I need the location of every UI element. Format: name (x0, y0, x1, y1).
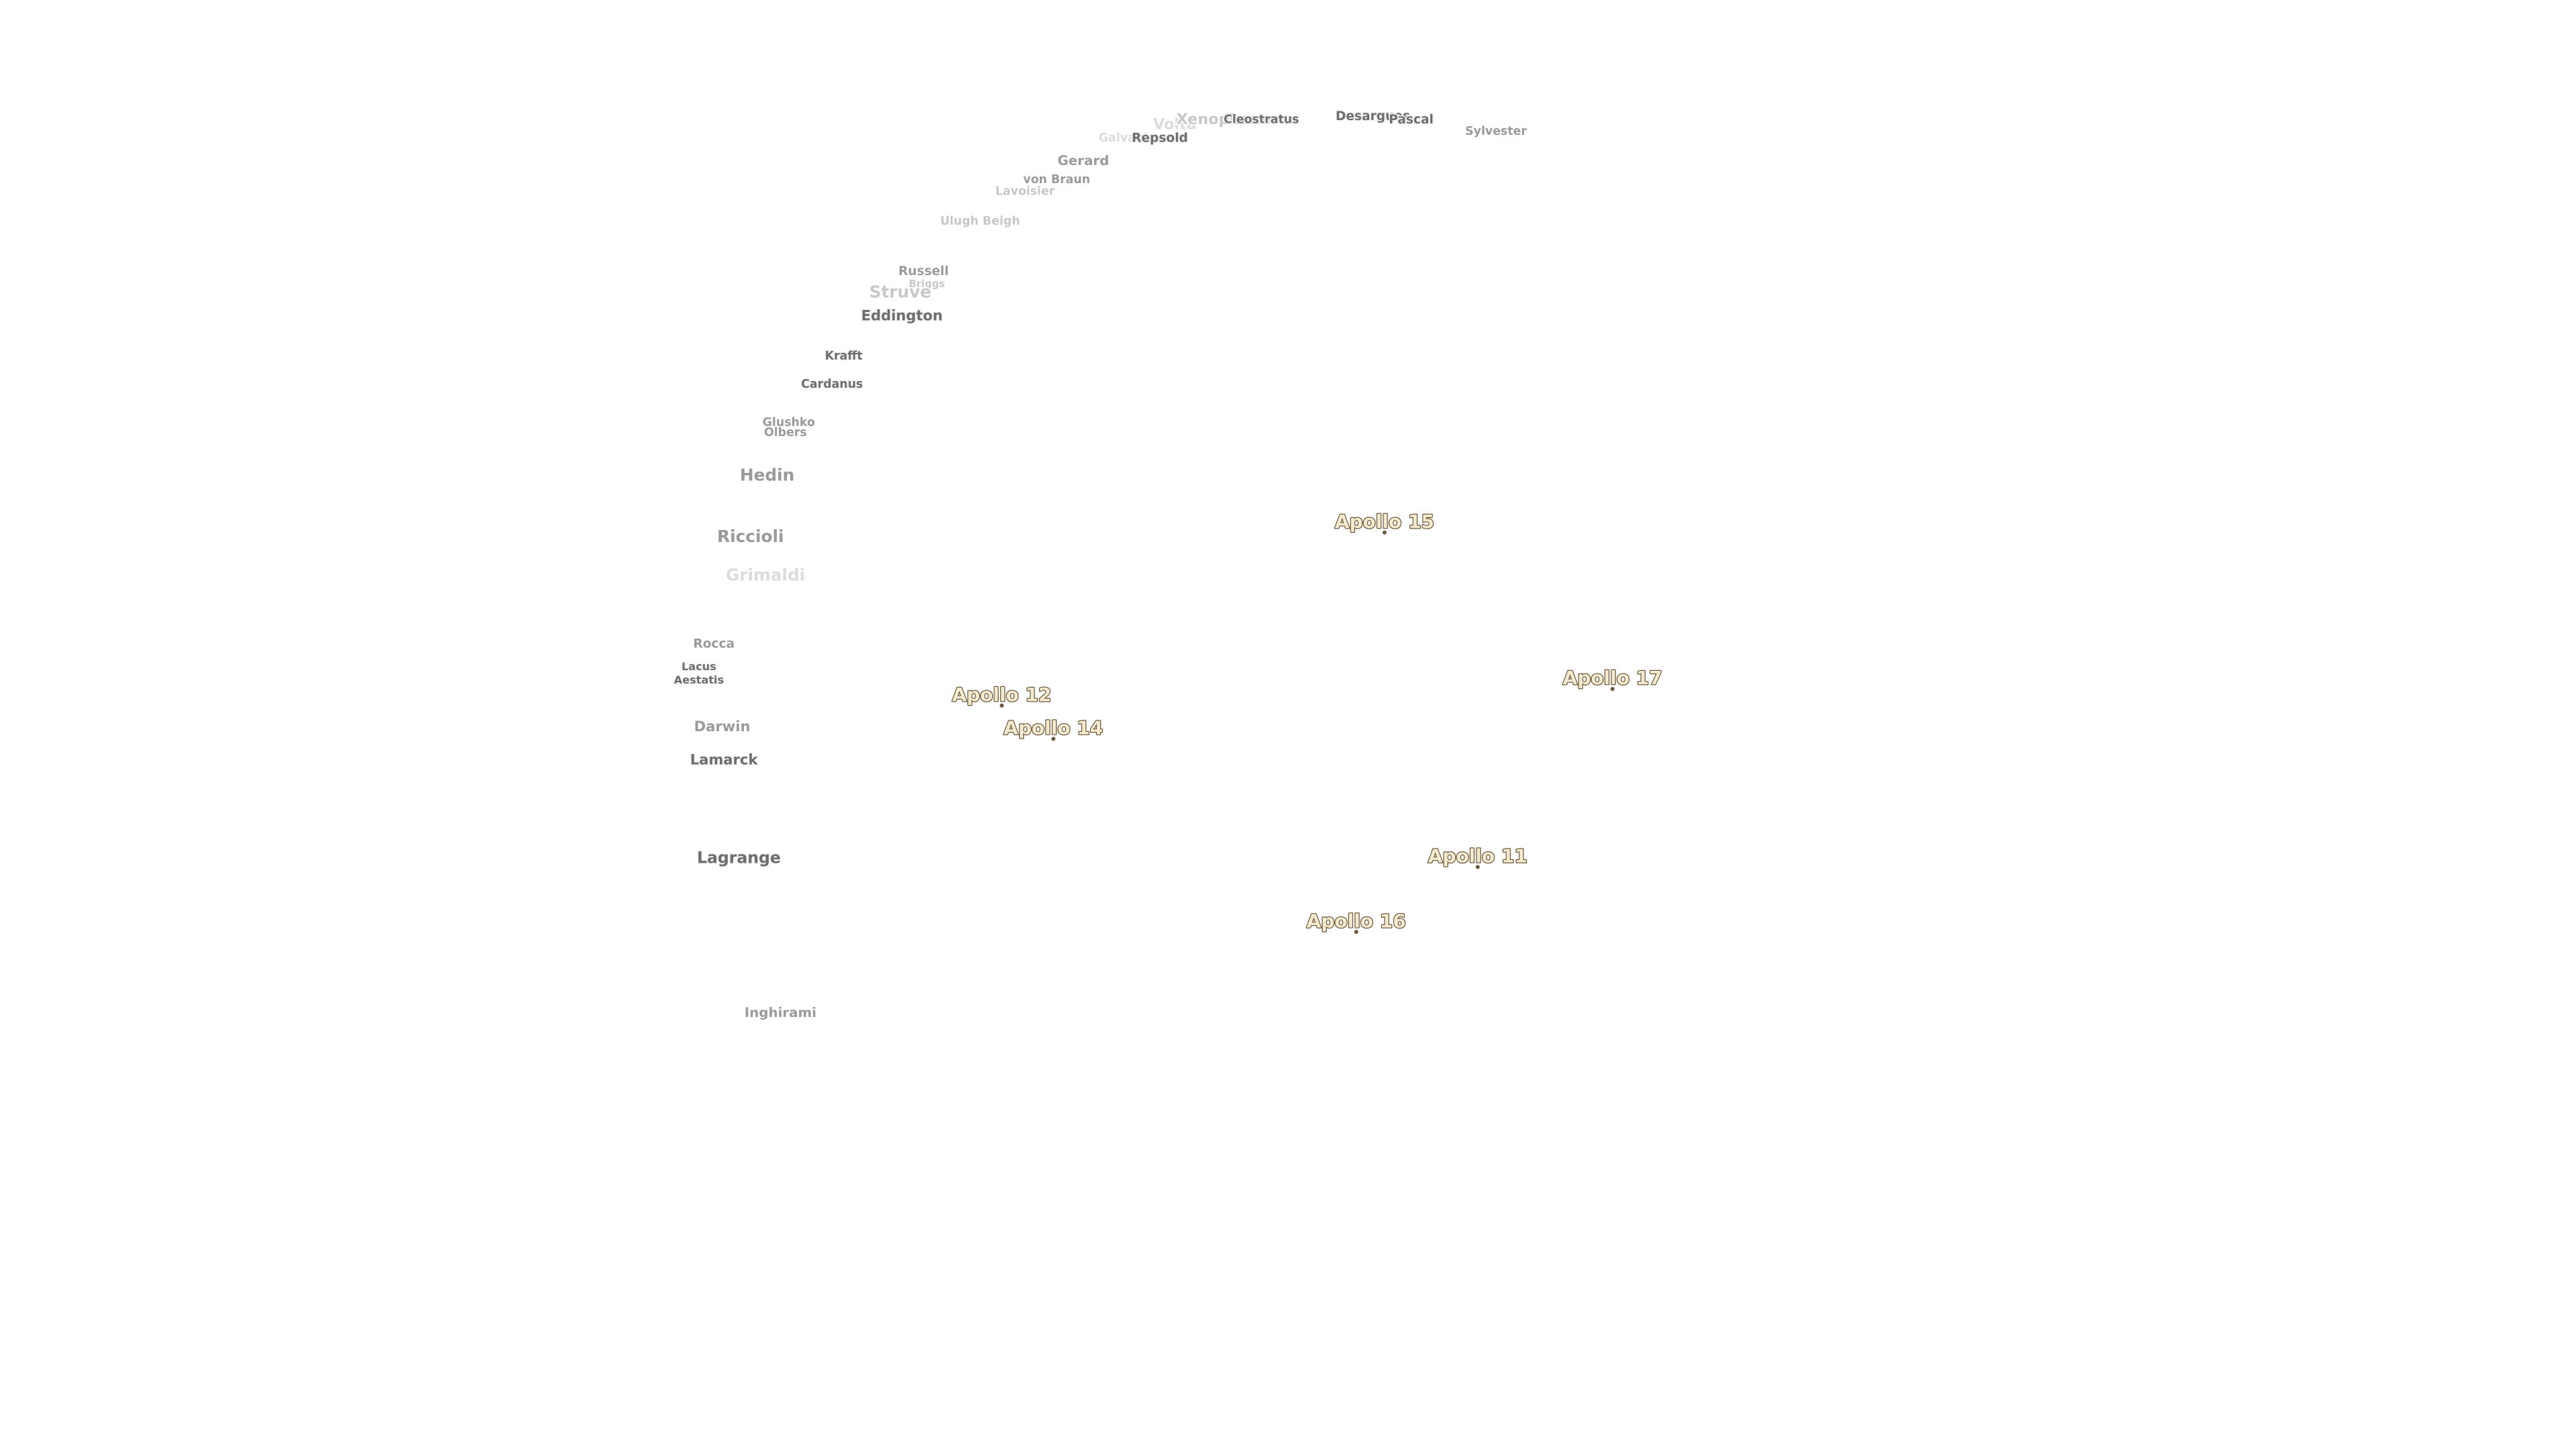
landing-site-marker (1382, 530, 1387, 535)
crater-label: Lavoisier (996, 184, 1055, 198)
landing-site-marker (1051, 737, 1056, 741)
crater-label: Riccioli (717, 527, 784, 546)
landing-site-label: Apollo 11 (1428, 845, 1527, 867)
crater-label: Darwin (694, 718, 751, 735)
crater-label: Russell (898, 264, 949, 278)
crater-label: Cardanus (801, 378, 863, 391)
landing-site-marker (1610, 686, 1615, 691)
crater-label: Galvani (1099, 131, 1148, 145)
crater-label: Inghirami (745, 1005, 816, 1020)
crater-label: Glushko (763, 416, 815, 429)
landing-site-label: Apollo 16 (1307, 910, 1406, 932)
crater-label: Xenophanes (1177, 111, 1280, 128)
landing-site-marker (1475, 865, 1480, 869)
crater-label: Lagrange (697, 849, 781, 867)
crater-label: Hedin (740, 465, 794, 484)
landing-site-marker (1000, 703, 1004, 708)
landing-site-label: Apollo 12 (952, 684, 1051, 706)
crater-label: Volta (1153, 116, 1197, 133)
crater-label: Briggs (909, 278, 945, 290)
crater-label: Ulugh Beigh (941, 215, 1020, 228)
crater-label: von Braun (1023, 173, 1090, 186)
crater-label: Pascal (1389, 113, 1434, 127)
crater-label: Eddington (861, 307, 943, 323)
crater-label: Lamarck (690, 751, 759, 768)
crater-label: Repsold (1132, 131, 1188, 145)
crater-label: Gerard (1057, 153, 1109, 168)
crater-label: Desargues (1336, 109, 1410, 123)
crater-label: Cleostratus (1224, 113, 1299, 127)
crater-label: Sylvester (1465, 125, 1527, 138)
crater-label: Olbers (764, 426, 807, 439)
crater-label: Krafft (825, 350, 863, 363)
crater-label: Aestatis (674, 674, 724, 686)
crater-label: Struve (869, 282, 932, 302)
landing-site-label: Apollo 14 (1004, 717, 1103, 739)
landing-site-label: Apollo 15 (1335, 511, 1434, 533)
landing-site-label: Apollo 17 (1563, 667, 1662, 689)
crater-label: Rocca (693, 637, 735, 651)
landing-site-marker (1354, 930, 1358, 934)
crater-label: Lacus (682, 660, 716, 673)
crater-label: Grimaldi (726, 565, 805, 584)
